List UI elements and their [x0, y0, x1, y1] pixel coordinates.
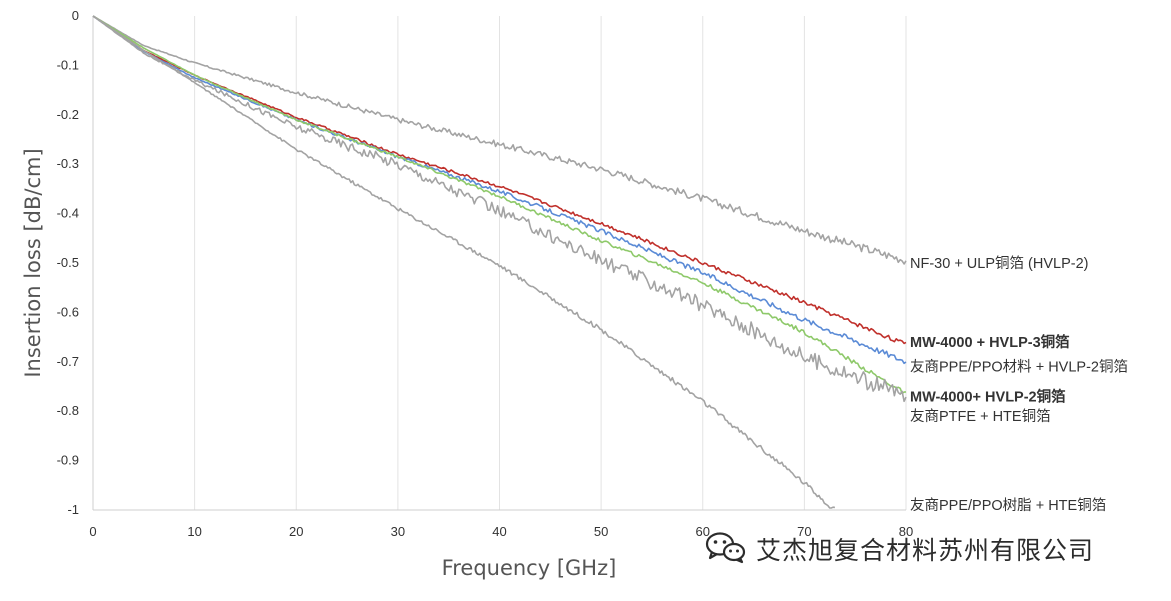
tick-labels: 0 10 20 30 40 50 60 70 80 0 -0.1 -0.2 -0.3 -0.4 -0.5 -0… — [57, 8, 914, 539]
y-tick-label: -0.5 — [57, 255, 79, 270]
y-tick-label: -0.4 — [57, 206, 79, 221]
series-labels: NF-30 + ULP铜箔 (HVLP-2) MW-4000 + HVLP-3铜箔… — [910, 255, 1128, 514]
watermark: 艾杰旭复合材料苏州有限公司 — [704, 531, 1094, 567]
axes — [92, 16, 906, 511]
series-label: 友商PPE/PPO材料 + HVLP-2铜箔 — [910, 359, 1128, 376]
series-label: MW-4000+ HVLP-2铜箔 — [910, 387, 1066, 405]
y-tick-label: -0.2 — [57, 107, 79, 122]
x-tick-label: 70 — [797, 524, 811, 539]
series-line — [92, 15, 835, 509]
y-tick-label: -0.7 — [57, 354, 79, 369]
y-tick-label: -0.3 — [57, 156, 79, 171]
wechat-icon — [704, 530, 748, 569]
y-tick-label: -0.9 — [57, 453, 79, 468]
series-line — [92, 15, 907, 395]
series-label: NF-30 + ULP铜箔 (HVLP-2) — [910, 255, 1088, 272]
x-tick-label: 50 — [594, 524, 608, 539]
series-label: MW-4000 + HVLP-3铜箔 — [910, 333, 1070, 351]
x-tick-label: 80 — [899, 524, 913, 539]
series-line — [92, 15, 907, 403]
x-tick-label: 0 — [89, 524, 96, 539]
watermark-text: 艾杰旭复合材料苏州有限公司 — [756, 536, 1095, 565]
y-tick-label: -1 — [67, 502, 79, 517]
y-tick-label: -0.8 — [57, 403, 79, 418]
series-label: 友商PTFE + HTE铜箔 — [910, 408, 1051, 425]
x-tick-label: 40 — [492, 524, 506, 539]
x-tick-label: 10 — [187, 524, 201, 539]
series-line — [92, 15, 907, 365]
y-tick-label: -0.6 — [57, 304, 79, 319]
x-tick-label: 20 — [289, 524, 303, 539]
y-tick-label: 0 — [72, 8, 79, 23]
series-label: 友商PPE/PPO树脂 + HTE铜箔 — [910, 497, 1106, 514]
y-tick-label: -0.1 — [57, 57, 79, 72]
x-tick-label: 60 — [696, 524, 710, 539]
grid-lines — [194, 16, 907, 510]
series-line — [92, 15, 907, 265]
x-tick-label: 30 — [391, 524, 405, 539]
y-axis-title: Insertion loss [dB/cm] — [21, 148, 45, 377]
series-lines — [92, 15, 907, 509]
x-axis-title: Frequency [GHz] — [442, 556, 617, 580]
